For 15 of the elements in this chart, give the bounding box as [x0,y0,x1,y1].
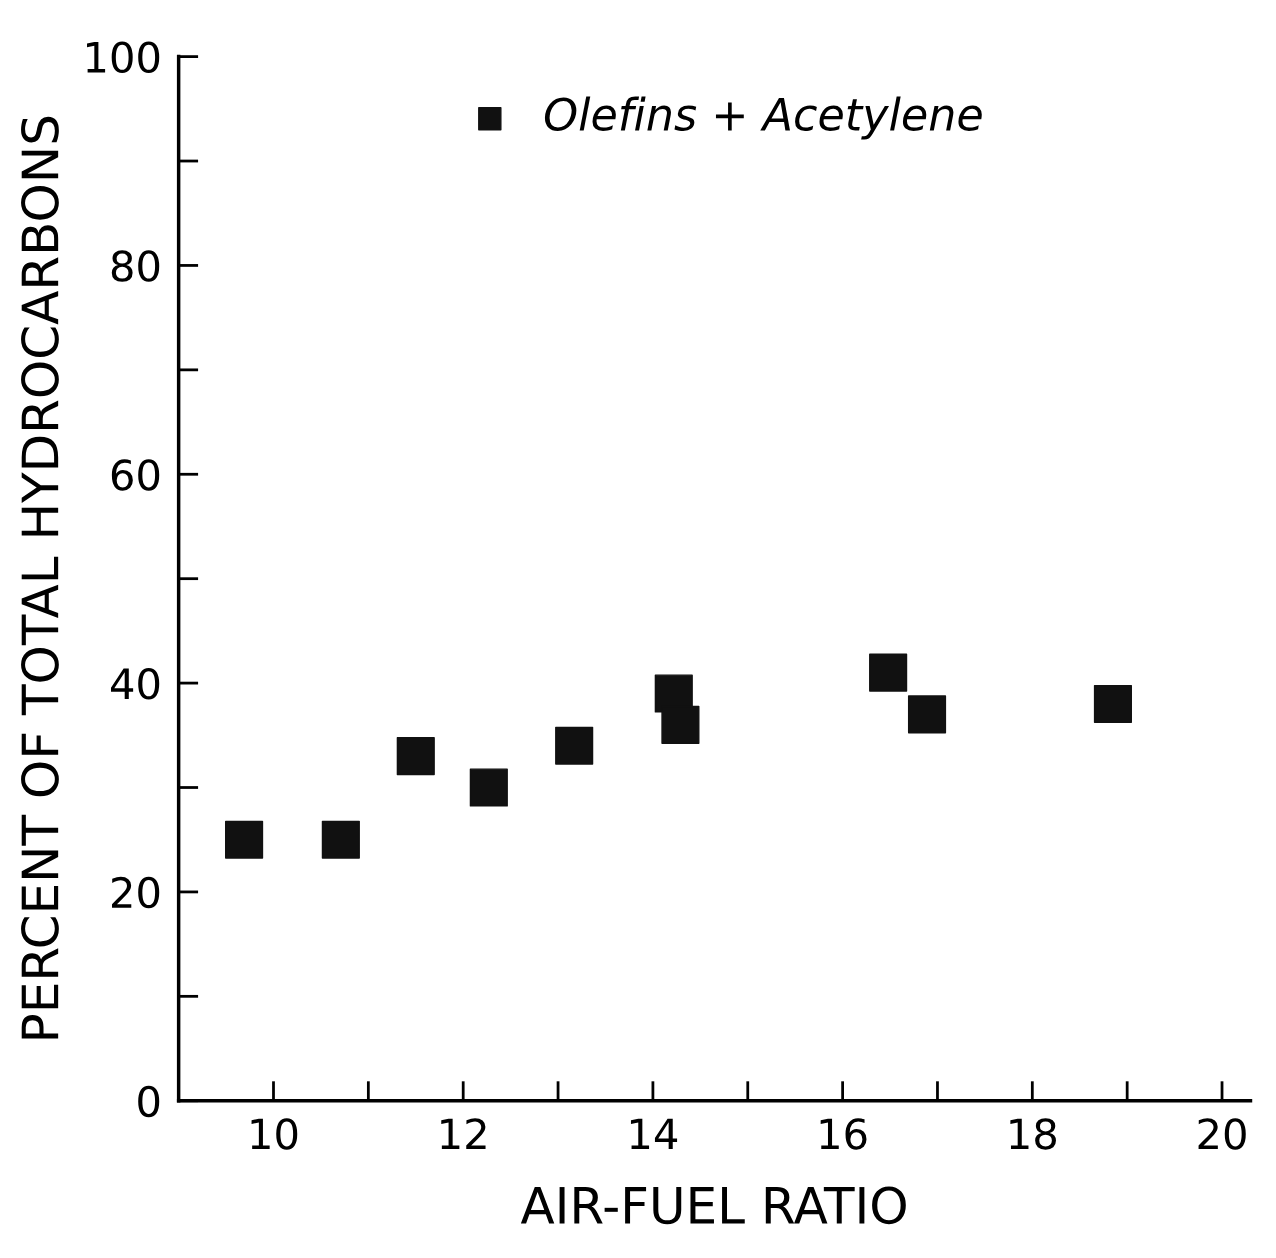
x-tick-label: 20 [1198,1118,1246,1150]
y-tick-label: 100 [87,41,160,74]
x-tick-label: 14 [630,1118,678,1150]
y-tick-label: 40 [110,668,160,700]
x-tick-label: 16 [820,1118,867,1150]
y-tick-label: 0 [138,1085,160,1118]
x-tick-label: 10 [251,1118,298,1150]
y-axis-title: PERCENT OF TOTAL HYDROCARBONS [21,116,59,1039]
x-axis-title: AIR-FUEL RATIO [520,1186,906,1225]
x-tick-label: 18 [1010,1118,1056,1150]
y-tick-label: 80 [111,250,160,282]
x-tick-label: 12 [441,1118,486,1150]
y-tick-label: 60 [111,459,160,491]
legend-label: Olefins + Acetylene [544,96,982,140]
y-tick-label: 20 [112,876,160,909]
